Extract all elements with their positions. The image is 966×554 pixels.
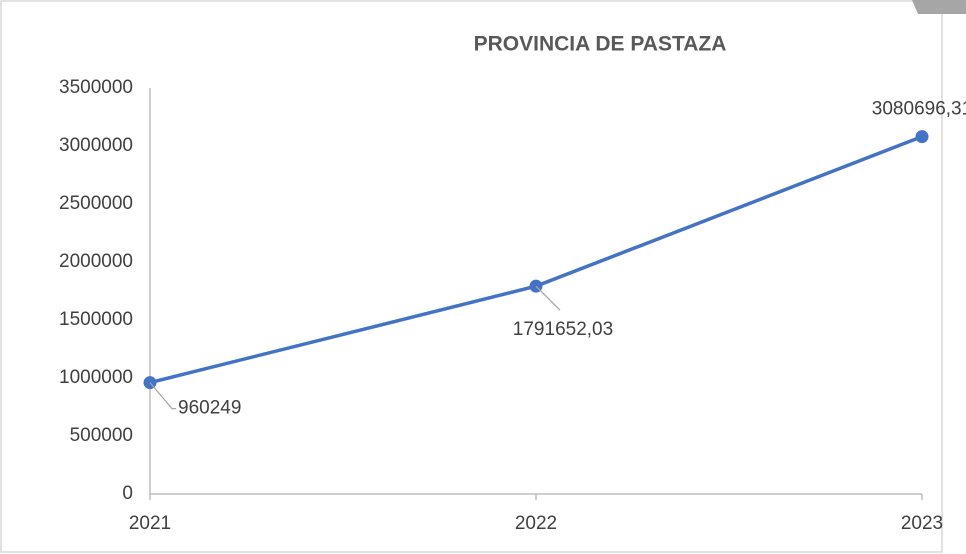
y-tick-label: 3000000	[59, 135, 133, 156]
corner-tab	[912, 0, 966, 14]
y-tick-label: 2000000	[59, 251, 133, 272]
data-label: 3080696,31	[872, 99, 966, 120]
y-tick-label: 500000	[70, 425, 133, 446]
data-label: 1791652,03	[513, 319, 613, 340]
y-tick-label: 0	[122, 483, 133, 504]
y-tick-label: 1500000	[59, 309, 133, 330]
data-point	[915, 130, 929, 144]
chart-border	[0, 0, 943, 553]
leader-line	[535, 285, 561, 311]
y-tick-label: 2500000	[59, 193, 133, 214]
x-tick-label: 2023	[901, 513, 943, 534]
chart-title: PROVINCIA DE PASTAZA	[474, 33, 727, 56]
y-tick-label: 3500000	[59, 77, 133, 98]
leader-line	[149, 382, 176, 410]
data-label: 960249	[178, 398, 241, 419]
x-tick-label: 2021	[129, 513, 171, 534]
x-tick-label: 2022	[515, 513, 557, 534]
y-tick-label: 1000000	[59, 367, 133, 388]
